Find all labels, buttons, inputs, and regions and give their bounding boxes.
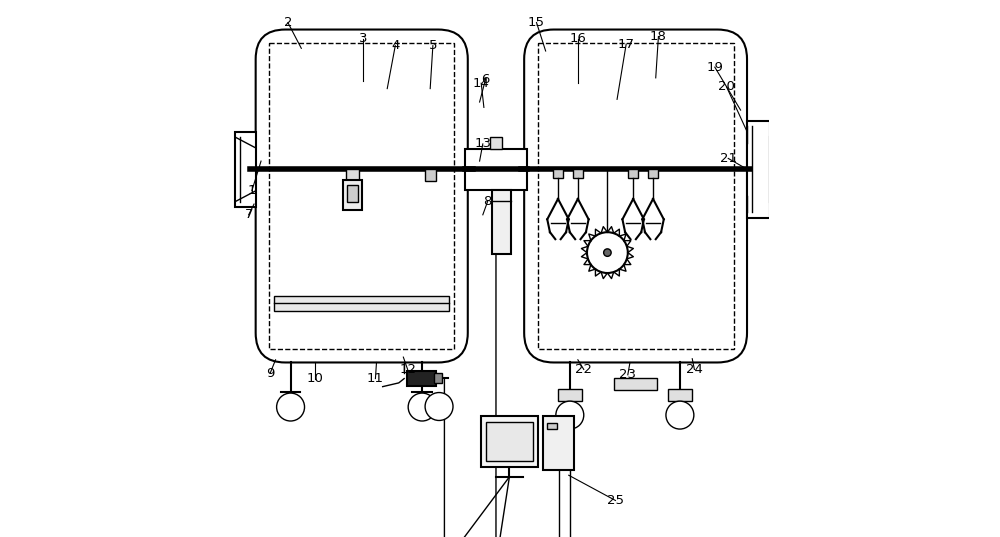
Circle shape — [666, 401, 694, 429]
Circle shape — [604, 249, 611, 256]
Circle shape — [408, 393, 436, 421]
Text: 17: 17 — [618, 38, 635, 50]
Bar — [558, 389, 582, 401]
Bar — [553, 169, 563, 178]
Text: 13: 13 — [474, 137, 491, 150]
FancyBboxPatch shape — [524, 30, 747, 362]
Bar — [425, 169, 436, 181]
Text: 20: 20 — [718, 81, 735, 93]
Bar — [573, 169, 583, 178]
FancyBboxPatch shape — [256, 30, 468, 362]
Bar — [481, 416, 538, 467]
Bar — [490, 137, 502, 149]
Bar — [269, 43, 454, 349]
Circle shape — [277, 393, 305, 421]
Bar — [274, 296, 449, 311]
Bar — [543, 416, 574, 470]
Text: 22: 22 — [575, 363, 592, 376]
Bar — [648, 169, 658, 178]
Text: 23: 23 — [619, 368, 636, 381]
Text: 12: 12 — [399, 363, 416, 376]
Bar — [407, 371, 436, 386]
Text: 6: 6 — [481, 73, 490, 86]
Text: 14: 14 — [473, 77, 490, 90]
Bar — [747, 121, 770, 217]
Text: 1: 1 — [248, 184, 256, 197]
Circle shape — [425, 393, 453, 420]
Bar — [486, 422, 533, 461]
Circle shape — [556, 401, 584, 429]
Bar — [465, 149, 527, 190]
Text: 19: 19 — [706, 61, 723, 74]
Text: 5: 5 — [429, 39, 437, 52]
Text: 18: 18 — [650, 30, 667, 43]
Bar — [628, 169, 638, 178]
Bar — [235, 132, 256, 207]
Bar — [492, 190, 511, 254]
Text: 21: 21 — [720, 152, 737, 165]
Bar — [347, 185, 358, 201]
Bar — [343, 180, 362, 209]
Text: 4: 4 — [391, 39, 399, 52]
Text: 7: 7 — [244, 208, 253, 221]
Circle shape — [587, 232, 628, 273]
Text: 10: 10 — [306, 372, 323, 385]
Bar — [770, 137, 780, 201]
Text: 8: 8 — [483, 195, 492, 208]
Text: 9: 9 — [266, 367, 274, 380]
Bar — [547, 423, 557, 429]
Text: 2: 2 — [284, 16, 292, 29]
Bar — [668, 389, 692, 401]
Bar — [346, 169, 359, 180]
Bar — [614, 378, 657, 390]
Text: 16: 16 — [569, 32, 586, 45]
Bar — [434, 373, 442, 383]
Text: 3: 3 — [359, 32, 367, 45]
Text: 11: 11 — [367, 372, 384, 385]
Bar — [538, 43, 734, 349]
Text: 25: 25 — [607, 494, 624, 507]
Text: 15: 15 — [528, 16, 545, 29]
Text: 24: 24 — [686, 363, 703, 376]
